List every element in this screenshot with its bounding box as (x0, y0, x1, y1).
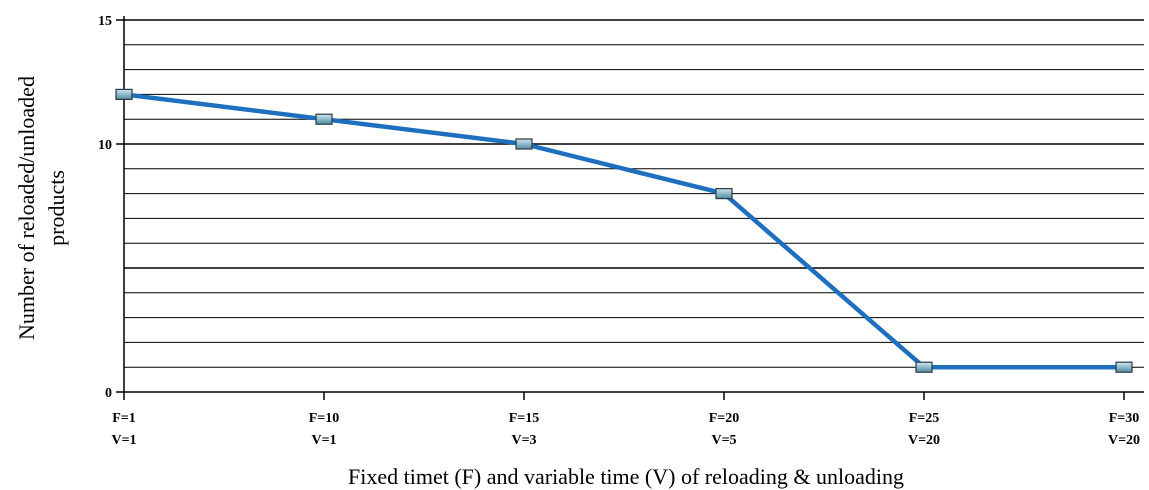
data-point-marker (115, 88, 133, 101)
x-tick-label: V=1 (311, 433, 336, 448)
x-tick-label: V=20 (1108, 433, 1140, 448)
x-tick-label: V=5 (711, 433, 736, 448)
x-tick-labels: F=1 V=1 F=10 V=1 F=15 V=3 F=20 V=5 F=25 V=20 F=30 V… (111, 392, 1140, 448)
series (123, 92, 1124, 370)
data-point-marker (1115, 361, 1133, 373)
y-tick-label: 0 (105, 386, 112, 401)
y-axis-title-line-1: Number of reloaded/unloaded (14, 76, 39, 340)
x-tick-label: F=1 (112, 411, 136, 426)
data-point-marker (315, 113, 333, 125)
series-line (123, 92, 1124, 370)
x-tick-label: F=30 (1109, 411, 1140, 426)
y-tick-label: 10 (98, 138, 112, 153)
grid-lines (124, 19, 1144, 368)
data-point-marker (515, 138, 533, 150)
markers (115, 88, 1133, 373)
data-point-marker (715, 188, 733, 200)
x-tick-label: V=3 (511, 433, 536, 448)
x-tick-label: V=1 (111, 433, 136, 448)
x-axis-title: Fixed timet (F) and variable time (V) of… (348, 464, 904, 489)
x-tick-label: V=20 (908, 433, 940, 448)
x-tick-label: F=25 (909, 411, 940, 426)
x-tick-label: F=15 (509, 411, 540, 426)
data-point-marker (915, 361, 933, 373)
y-tick-label: 15 (98, 14, 112, 29)
y-tick-labels: 0 10 15 (98, 14, 124, 401)
x-tick-label: F=20 (709, 411, 740, 426)
x-tick-label: F=10 (309, 411, 340, 426)
axes (123, 16, 1144, 393)
y-axis-title-line-2: products (44, 170, 69, 246)
